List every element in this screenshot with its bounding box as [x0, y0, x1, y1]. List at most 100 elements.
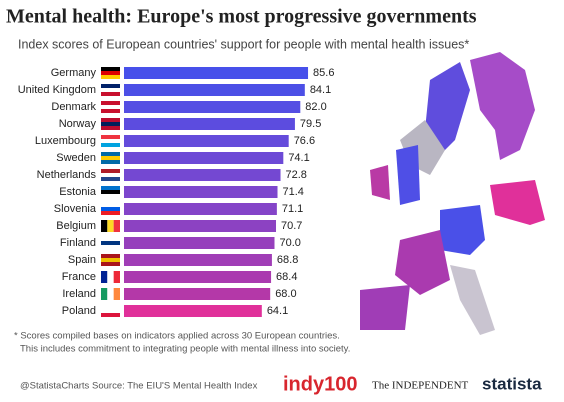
flag — [101, 139, 120, 143]
flag — [101, 258, 120, 262]
value-label: 68.0 — [275, 288, 296, 300]
flag — [107, 288, 114, 300]
flag — [101, 237, 120, 241]
value-label: 84.1 — [310, 84, 331, 96]
bar — [124, 305, 262, 317]
flag — [101, 194, 120, 198]
bar — [124, 288, 271, 300]
map-shape — [450, 265, 495, 335]
value-label: 71.4 — [283, 186, 304, 198]
flag — [101, 169, 120, 173]
flag — [101, 313, 120, 317]
flag — [101, 71, 120, 75]
category-label: Spain — [68, 254, 96, 266]
flag — [101, 101, 120, 105]
flag — [101, 186, 120, 190]
flag — [101, 84, 120, 88]
map-shape — [440, 205, 485, 255]
category-label: Finland — [60, 237, 96, 249]
bar — [124, 67, 309, 79]
flag — [101, 262, 120, 266]
logo: statista — [482, 374, 542, 393]
flag — [101, 109, 120, 113]
category-label: France — [62, 271, 96, 283]
value-label: 79.5 — [300, 118, 321, 130]
category-label: Denmark — [51, 101, 96, 113]
bar — [124, 135, 289, 147]
chart-title: Mental health: Europe's most progressive… — [6, 6, 477, 28]
source: Source: The EIU'S Mental Health Index — [92, 381, 258, 392]
value-label: 72.8 — [286, 169, 307, 181]
category-label: Norway — [59, 118, 97, 130]
bar — [124, 237, 275, 249]
flag — [101, 156, 120, 160]
handle: @StatistaCharts — [20, 381, 90, 392]
map-shape — [425, 62, 470, 155]
logo: indy100 — [283, 373, 357, 395]
map-shape — [396, 145, 420, 205]
map-shape — [360, 285, 410, 330]
flag — [101, 88, 120, 92]
flag — [101, 67, 120, 71]
flag — [101, 92, 120, 96]
flag — [101, 271, 108, 283]
map-shape — [395, 230, 450, 295]
category-label: Poland — [62, 305, 96, 317]
value-label: 70.7 — [281, 220, 302, 232]
category-label: Belgium — [56, 220, 96, 232]
flag — [101, 160, 120, 164]
footnote: This includes commitment to integrating … — [20, 344, 350, 355]
category-label: Ireland — [62, 288, 96, 300]
value-label: 68.4 — [276, 271, 297, 283]
bar — [124, 203, 277, 215]
flag — [101, 220, 108, 232]
bar — [124, 254, 272, 266]
flag — [101, 288, 108, 300]
flag — [101, 122, 120, 126]
value-label: 85.6 — [313, 67, 334, 79]
value-label: 68.8 — [277, 254, 298, 266]
category-label: United Kingdom — [18, 84, 96, 96]
flag — [101, 190, 120, 194]
value-label: 71.1 — [282, 203, 303, 215]
bar — [124, 84, 305, 96]
flag — [101, 173, 120, 177]
category-label: Sweden — [56, 152, 96, 164]
map-shape — [470, 52, 535, 160]
value-label: 74.1 — [288, 152, 309, 164]
flag — [101, 135, 120, 139]
value-label: 76.6 — [294, 135, 315, 147]
bar — [124, 271, 272, 283]
flag — [101, 152, 120, 156]
flag — [113, 271, 120, 283]
flag — [101, 105, 120, 109]
bar — [124, 152, 284, 164]
bar — [124, 169, 281, 181]
category-label: Estonia — [59, 186, 97, 198]
bar — [124, 186, 278, 198]
flag — [101, 211, 120, 215]
flag — [113, 220, 120, 232]
bar — [124, 118, 295, 130]
flag — [101, 309, 120, 313]
chart-subtitle: Index scores of European countries' supp… — [18, 37, 469, 51]
flag — [107, 271, 114, 283]
category-label: Netherlands — [37, 169, 97, 181]
flag — [101, 203, 120, 207]
flag — [113, 288, 120, 300]
flag — [101, 118, 120, 122]
bar — [124, 101, 301, 113]
flag — [101, 143, 120, 147]
footnote: * Scores compiled bases on indicators ap… — [14, 331, 340, 342]
logo: The INDEPENDENT — [372, 380, 469, 392]
flag — [101, 305, 120, 309]
flag — [101, 207, 120, 211]
map-shape — [370, 165, 390, 200]
map — [360, 52, 545, 335]
flag — [101, 126, 120, 130]
value-label: 64.1 — [267, 305, 288, 317]
flag — [107, 220, 114, 232]
category-label: Germany — [51, 67, 97, 79]
flag — [101, 254, 120, 258]
